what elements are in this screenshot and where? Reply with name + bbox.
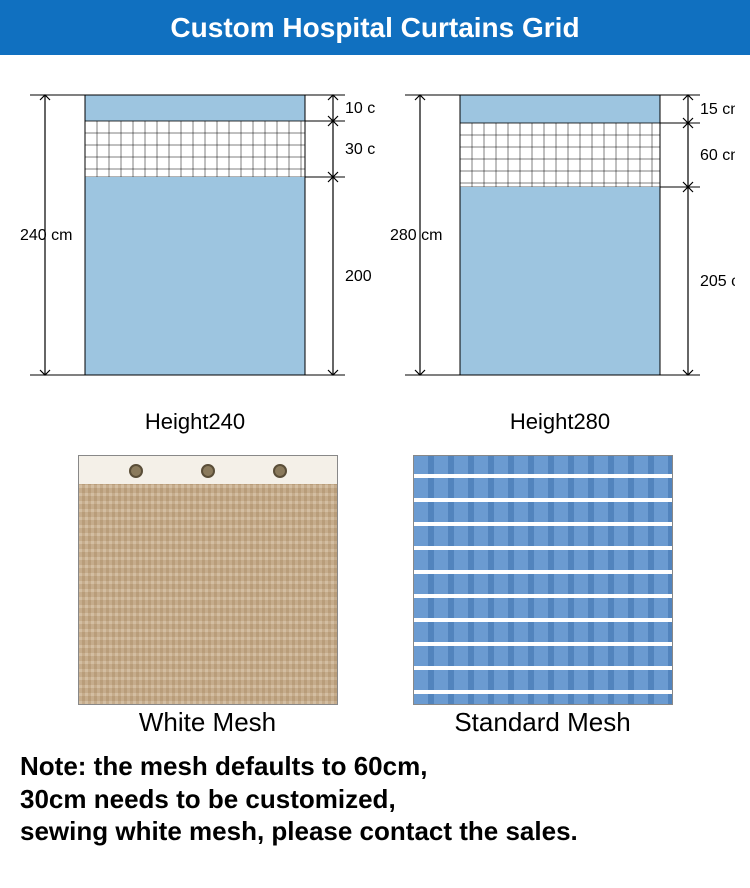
page-header: Custom Hospital Curtains Grid bbox=[0, 0, 750, 55]
svg-text:240 cm: 240 cm bbox=[20, 227, 72, 244]
swatch-white-mesh-image bbox=[78, 455, 338, 705]
diagrams-row: 10 cm 30 cm 200 cm 240 cm Height240 15 c… bbox=[0, 55, 750, 445]
note-text: Note: the mesh defaults to 60cm, 30cm ne… bbox=[0, 738, 750, 848]
diagram-label-0: Height240 bbox=[15, 409, 375, 435]
diagram-0: 10 cm 30 cm 200 cm 240 cm Height240 bbox=[15, 85, 375, 435]
svg-text:280 cm: 280 cm bbox=[390, 227, 442, 244]
swatch-white-mesh: White Mesh bbox=[78, 455, 338, 738]
note-line-2: 30cm needs to be customized, bbox=[20, 783, 730, 816]
swatches-row: White Mesh Standard Mesh bbox=[0, 445, 750, 738]
svg-text:15 cm: 15 cm bbox=[700, 101, 735, 118]
svg-text:10 cm: 10 cm bbox=[345, 100, 375, 117]
note-line-3: sewing white mesh, please contact the sa… bbox=[20, 815, 730, 848]
note-line-1: Note: the mesh defaults to 60cm, bbox=[20, 750, 730, 783]
svg-text:30 cm: 30 cm bbox=[345, 141, 375, 158]
swatch-white-mesh-label: White Mesh bbox=[78, 707, 338, 738]
swatch-standard-mesh-label: Standard Mesh bbox=[413, 707, 673, 738]
swatch-standard-mesh-image bbox=[413, 455, 673, 705]
curtain-diagram-1: 15 cm 60 cm 205 cm 280 cm bbox=[385, 85, 735, 405]
diagram-1: 15 cm 60 cm 205 cm 280 cm Height280 bbox=[385, 85, 735, 435]
diagram-label-1: Height280 bbox=[385, 409, 735, 435]
page-title: Custom Hospital Curtains Grid bbox=[170, 12, 579, 44]
curtain-diagram-0: 10 cm 30 cm 200 cm 240 cm bbox=[15, 85, 375, 405]
swatch-standard-mesh: Standard Mesh bbox=[413, 455, 673, 738]
svg-text:60 cm: 60 cm bbox=[700, 147, 735, 164]
svg-text:205 cm: 205 cm bbox=[700, 273, 735, 290]
svg-text:200 cm: 200 cm bbox=[345, 268, 375, 285]
